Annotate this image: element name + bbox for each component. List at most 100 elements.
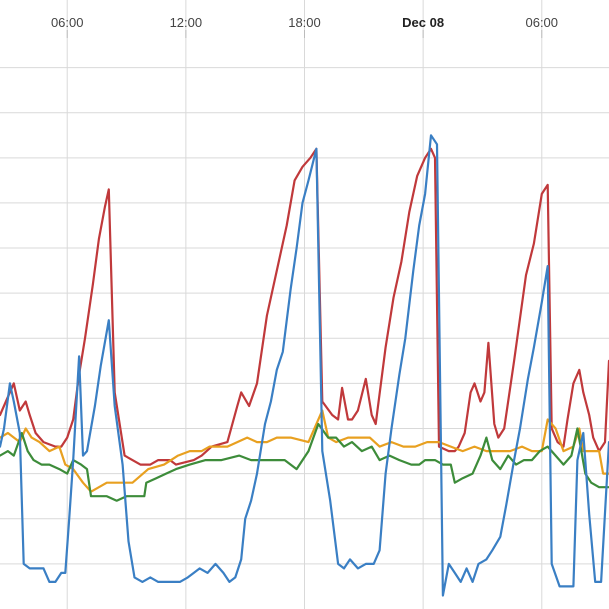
series-1-point-50 xyxy=(531,450,533,452)
series-0-point-58 xyxy=(438,446,440,448)
series-2-point-38 xyxy=(351,441,353,443)
series-0-point-77 xyxy=(557,441,559,443)
series-0-point-65 xyxy=(479,400,481,402)
x-tick-label-5: 06:00 xyxy=(525,15,558,30)
series-0-point-29 xyxy=(236,405,238,407)
series-0-point-26 xyxy=(201,455,203,457)
series-2-point-35 xyxy=(327,437,329,439)
series-1-point-25 xyxy=(246,437,248,439)
series-2-point-65 xyxy=(570,455,572,457)
series-3-point-3 xyxy=(13,400,15,402)
series-2-point-69 xyxy=(598,486,600,488)
series-0-point-75 xyxy=(547,184,549,186)
series-2-point-15 xyxy=(106,495,108,497)
series-3-point-35 xyxy=(214,563,216,565)
series-2-point-58 xyxy=(515,464,517,466)
series-3-point-2 xyxy=(9,382,11,384)
series-2-point-16 xyxy=(116,500,118,502)
series-3-point-9 xyxy=(48,581,50,583)
series-0-point-10 xyxy=(66,437,68,439)
series-3-point-92 xyxy=(582,432,584,434)
series-2-point-21 xyxy=(155,477,157,479)
series-0-point-6 xyxy=(35,432,37,434)
series-3-point-72 xyxy=(454,572,456,574)
series-1-point-15 xyxy=(131,482,133,484)
series-2-point-56 xyxy=(499,468,501,470)
series-3-point-11 xyxy=(60,572,62,574)
series-3-point-40 xyxy=(244,518,246,520)
series-2-point-22 xyxy=(165,473,167,475)
series-3-point-12 xyxy=(64,572,66,574)
series-2-point-51 xyxy=(462,477,464,479)
series-2-point-14 xyxy=(98,495,100,497)
series-2-point-63 xyxy=(555,455,557,457)
x-tick-label-3: 18:00 xyxy=(288,15,321,30)
series-3-point-28 xyxy=(165,581,167,583)
series-line-0 xyxy=(0,147,609,466)
series-3-point-5 xyxy=(23,563,25,565)
series-0-point-50 xyxy=(385,346,387,348)
series-1-point-1 xyxy=(7,432,9,434)
series-2-point-39 xyxy=(361,450,363,452)
series-0-point-60 xyxy=(454,450,456,452)
series-0-point-47 xyxy=(365,378,367,380)
series-2-point-34 xyxy=(317,423,319,425)
series-0-point-57 xyxy=(434,157,436,159)
series-3-point-89 xyxy=(566,585,568,587)
series-0-point-11 xyxy=(72,418,74,420)
series-3-point-57 xyxy=(357,567,359,569)
vertical-gridlines xyxy=(66,0,543,609)
series-2-point-23 xyxy=(175,468,177,470)
series-2-point-33 xyxy=(307,450,309,452)
series-2-point-26 xyxy=(220,459,222,461)
series-2-point-3 xyxy=(21,432,23,434)
series-3-point-30 xyxy=(179,581,181,583)
series-2-point-4 xyxy=(27,450,29,452)
series-1-point-33 xyxy=(335,441,337,443)
series-3-point-34 xyxy=(207,572,209,574)
series-3-point-38 xyxy=(234,576,236,578)
series-3-point-15 xyxy=(78,355,80,357)
series-0-point-2 xyxy=(13,382,15,384)
series-3-point-66 xyxy=(418,224,420,226)
series-3-point-69 xyxy=(436,143,438,145)
series-3-point-63 xyxy=(398,373,400,375)
series-1-point-14 xyxy=(116,482,118,484)
series-3 xyxy=(0,134,609,597)
series-3-point-82 xyxy=(519,427,521,429)
series-2-point-12 xyxy=(86,468,88,470)
series-3-point-18 xyxy=(94,405,96,407)
series-2-point-19 xyxy=(143,495,145,497)
series-layer xyxy=(0,134,609,597)
series-3-point-25 xyxy=(141,581,143,583)
series-3-point-14 xyxy=(72,459,74,461)
series-2-point-7 xyxy=(48,464,50,466)
series-3-point-61 xyxy=(385,473,387,475)
series-3-point-39 xyxy=(240,558,242,560)
series-0-point-20 xyxy=(139,464,141,466)
series-1-point-28 xyxy=(276,437,278,439)
series-1-point-27 xyxy=(266,441,268,443)
series-1-point-8 xyxy=(64,464,66,466)
series-0-point-17 xyxy=(108,188,110,190)
series-2-point-54 xyxy=(485,437,487,439)
series-3-point-88 xyxy=(559,585,561,587)
series-3-point-31 xyxy=(187,576,189,578)
series-0-point-14 xyxy=(92,283,94,285)
series-3-point-53 xyxy=(329,500,331,502)
series-0-point-53 xyxy=(408,211,410,213)
series-1-point-58 xyxy=(592,450,594,452)
series-3-point-73 xyxy=(460,581,462,583)
series-1-point-36 xyxy=(369,437,371,439)
series-1-point-18 xyxy=(177,455,179,457)
series-0-point-31 xyxy=(248,405,250,407)
series-3-point-52 xyxy=(321,450,323,452)
series-3-point-80 xyxy=(505,504,507,506)
series-0-point-44 xyxy=(347,418,349,420)
series-3-point-48 xyxy=(296,247,298,249)
series-0-point-83 xyxy=(588,414,590,416)
series-1-point-29 xyxy=(290,437,292,439)
series-3-point-93 xyxy=(588,513,590,515)
